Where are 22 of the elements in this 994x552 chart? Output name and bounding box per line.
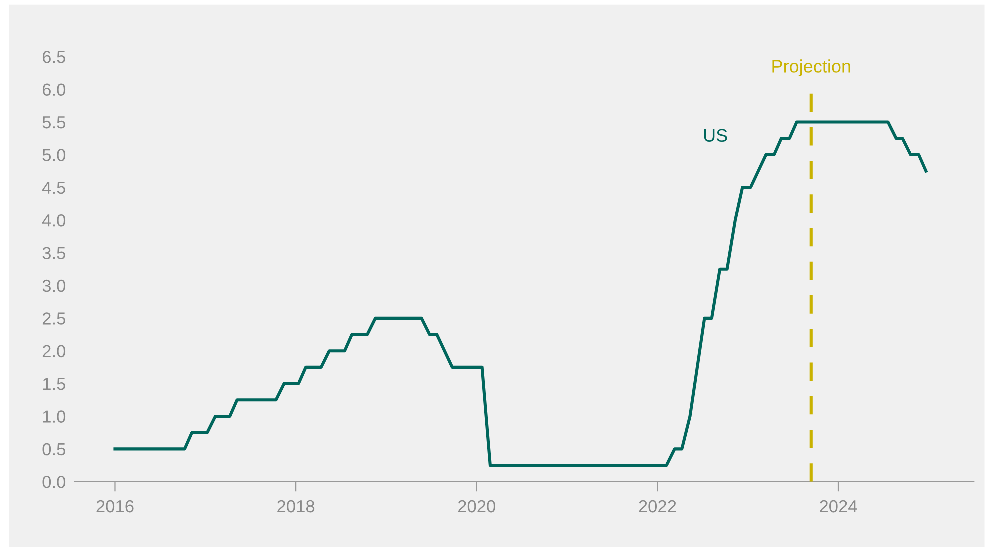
y-tick-label: 1.5 — [43, 378, 66, 390]
x-tick-label: 2018 — [278, 500, 315, 513]
y-tick-label: 6.5 — [42, 51, 66, 64]
y-tick-label: 2.5 — [42, 312, 66, 325]
x-tick-label: 2020 — [458, 500, 496, 513]
y-tick-label: 3.0 — [42, 280, 66, 292]
y-tick-label: 1.0 — [43, 410, 66, 423]
text: US — [704, 129, 728, 142]
y-tick-label: 4.5 — [42, 182, 66, 194]
y-tick-label: 3.5 — [42, 247, 66, 260]
x-tick-label: 2016 — [96, 500, 134, 513]
line-series — [114, 120, 928, 468]
y-tick-label: 2.0 — [42, 345, 66, 358]
y-tick-label: 0.5 — [42, 443, 66, 456]
y-tick-label: 0.0 — [42, 476, 66, 488]
y-tick-label: 5.5 — [42, 116, 66, 129]
y-tick-label: 5.0 — [42, 149, 66, 162]
x-tick-label: 2024 — [820, 500, 858, 513]
ref-line-label: Projection — [772, 60, 850, 76]
x-tick-label: 2022 — [639, 500, 676, 513]
y-tick-label: 4.0 — [42, 214, 66, 227]
y-tick-label: 6.0 — [42, 84, 66, 96]
